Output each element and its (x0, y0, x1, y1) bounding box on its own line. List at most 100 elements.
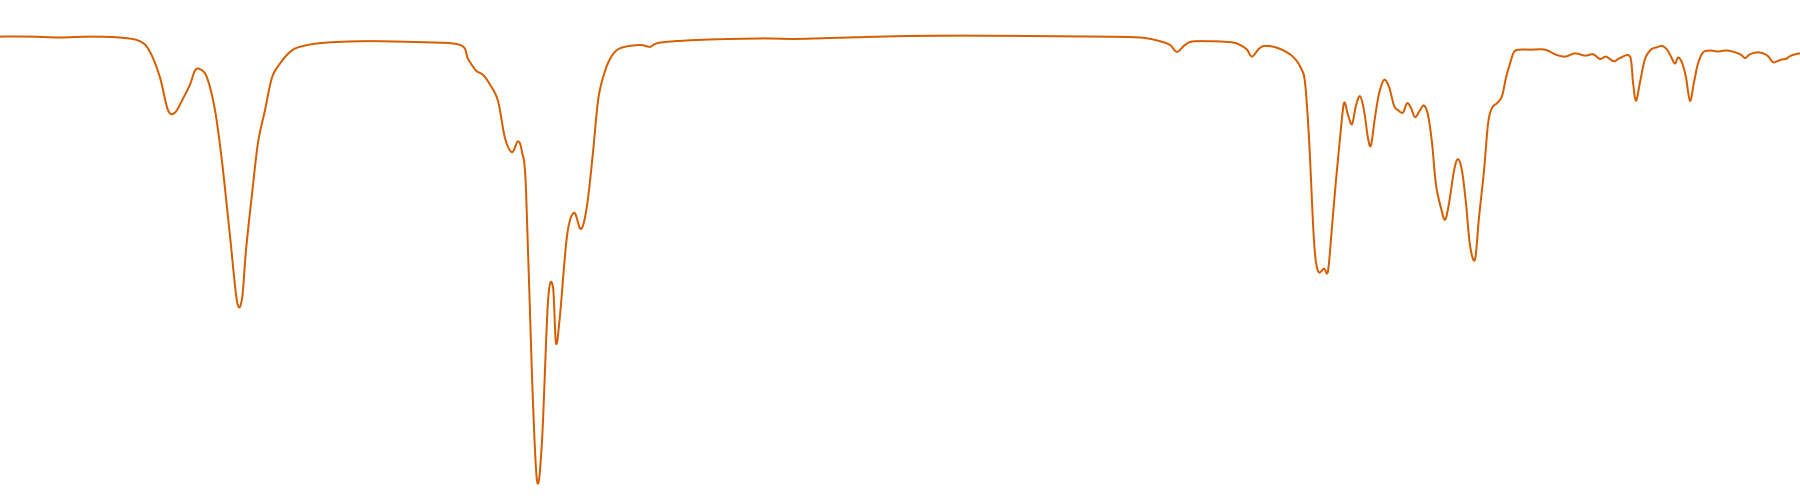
data-point (1629, 56, 1631, 58)
data-point (482, 74, 484, 76)
data-point (1431, 142, 1433, 144)
data-point (1478, 216, 1480, 218)
data-point (1509, 63, 1511, 65)
data-point (1767, 55, 1769, 57)
data-point (1644, 58, 1646, 60)
data-point (1194, 40, 1196, 42)
data-point (517, 140, 519, 142)
data-point (1670, 56, 1672, 58)
data-point (1762, 52, 1764, 54)
data-point (699, 39, 701, 41)
data-point (1343, 102, 1345, 104)
data-point (552, 286, 554, 288)
data-point (1733, 51, 1735, 53)
data-point (1677, 57, 1679, 59)
data-point (419, 41, 421, 43)
data-point (1674, 63, 1676, 65)
data-point (1378, 93, 1380, 95)
data-point (264, 109, 266, 111)
data-point (1296, 60, 1298, 62)
data-point (1584, 55, 1586, 57)
data-point (1246, 49, 1248, 51)
data-point (1702, 51, 1704, 53)
data-point (602, 77, 604, 79)
data-point (1423, 105, 1425, 107)
data-point (586, 205, 588, 207)
data-point (241, 298, 243, 300)
data-point (1465, 202, 1467, 204)
data-point (1697, 63, 1699, 65)
data-point (1483, 170, 1485, 172)
data-point (1435, 184, 1437, 186)
data-point (489, 84, 491, 86)
data-point (1605, 56, 1607, 58)
data-point (1440, 207, 1442, 209)
data-point (1308, 137, 1310, 139)
data-point (1496, 102, 1498, 104)
data-point (1355, 105, 1357, 107)
data-point (299, 46, 301, 48)
data-point (29, 36, 31, 38)
data-point (1744, 57, 1746, 59)
data-point (459, 44, 461, 46)
data-point (1469, 244, 1471, 246)
data-point (467, 58, 469, 60)
data-point (236, 300, 238, 302)
data-point (1529, 49, 1531, 51)
data-point (559, 314, 561, 316)
data-point (1635, 100, 1637, 102)
data-point (1229, 41, 1231, 43)
data-point (1789, 55, 1791, 57)
data-point (521, 151, 523, 153)
data-point (1276, 47, 1278, 49)
data-point (1544, 49, 1546, 51)
data-point (149, 51, 151, 53)
data-point (182, 98, 184, 100)
data-point (1564, 56, 1566, 58)
data-point (573, 212, 575, 214)
data-point (531, 375, 533, 377)
data-point (1693, 81, 1695, 83)
data-point (159, 77, 161, 79)
data-point (1632, 81, 1634, 83)
data-point (1335, 179, 1337, 181)
data-point (1491, 107, 1493, 109)
data-point (1363, 109, 1365, 111)
data-point (1639, 81, 1641, 83)
data-point (1402, 112, 1404, 114)
data-point (1785, 58, 1787, 60)
data-point (119, 37, 121, 39)
data-point (1313, 240, 1315, 242)
data-point (541, 440, 543, 442)
data-point (1666, 49, 1668, 51)
data-point (1323, 268, 1325, 270)
data-point (214, 109, 216, 111)
data-point (251, 193, 253, 195)
data-point (799, 38, 801, 40)
data-point (1749, 53, 1751, 55)
data-point (1304, 81, 1306, 83)
data-point (1474, 258, 1476, 260)
data-point (167, 109, 169, 111)
data-point (245, 249, 247, 251)
data-point (609, 58, 611, 60)
plot-area (0, 34, 1800, 485)
data-point (1351, 123, 1353, 125)
data-point (1519, 49, 1521, 51)
data-point (1689, 100, 1691, 102)
data-point (649, 46, 651, 48)
data-point (1367, 137, 1369, 139)
data-point (639, 44, 641, 46)
data-point (1397, 109, 1399, 111)
data-point (1251, 56, 1253, 58)
data-point (59, 37, 61, 39)
data-point (1139, 37, 1141, 39)
data-point (1776, 60, 1778, 62)
data-point (1370, 144, 1372, 146)
data-point (271, 77, 273, 79)
data-point (1794, 53, 1796, 55)
data-point (536, 480, 538, 482)
data-point (1448, 202, 1450, 204)
data-point (1169, 44, 1171, 46)
